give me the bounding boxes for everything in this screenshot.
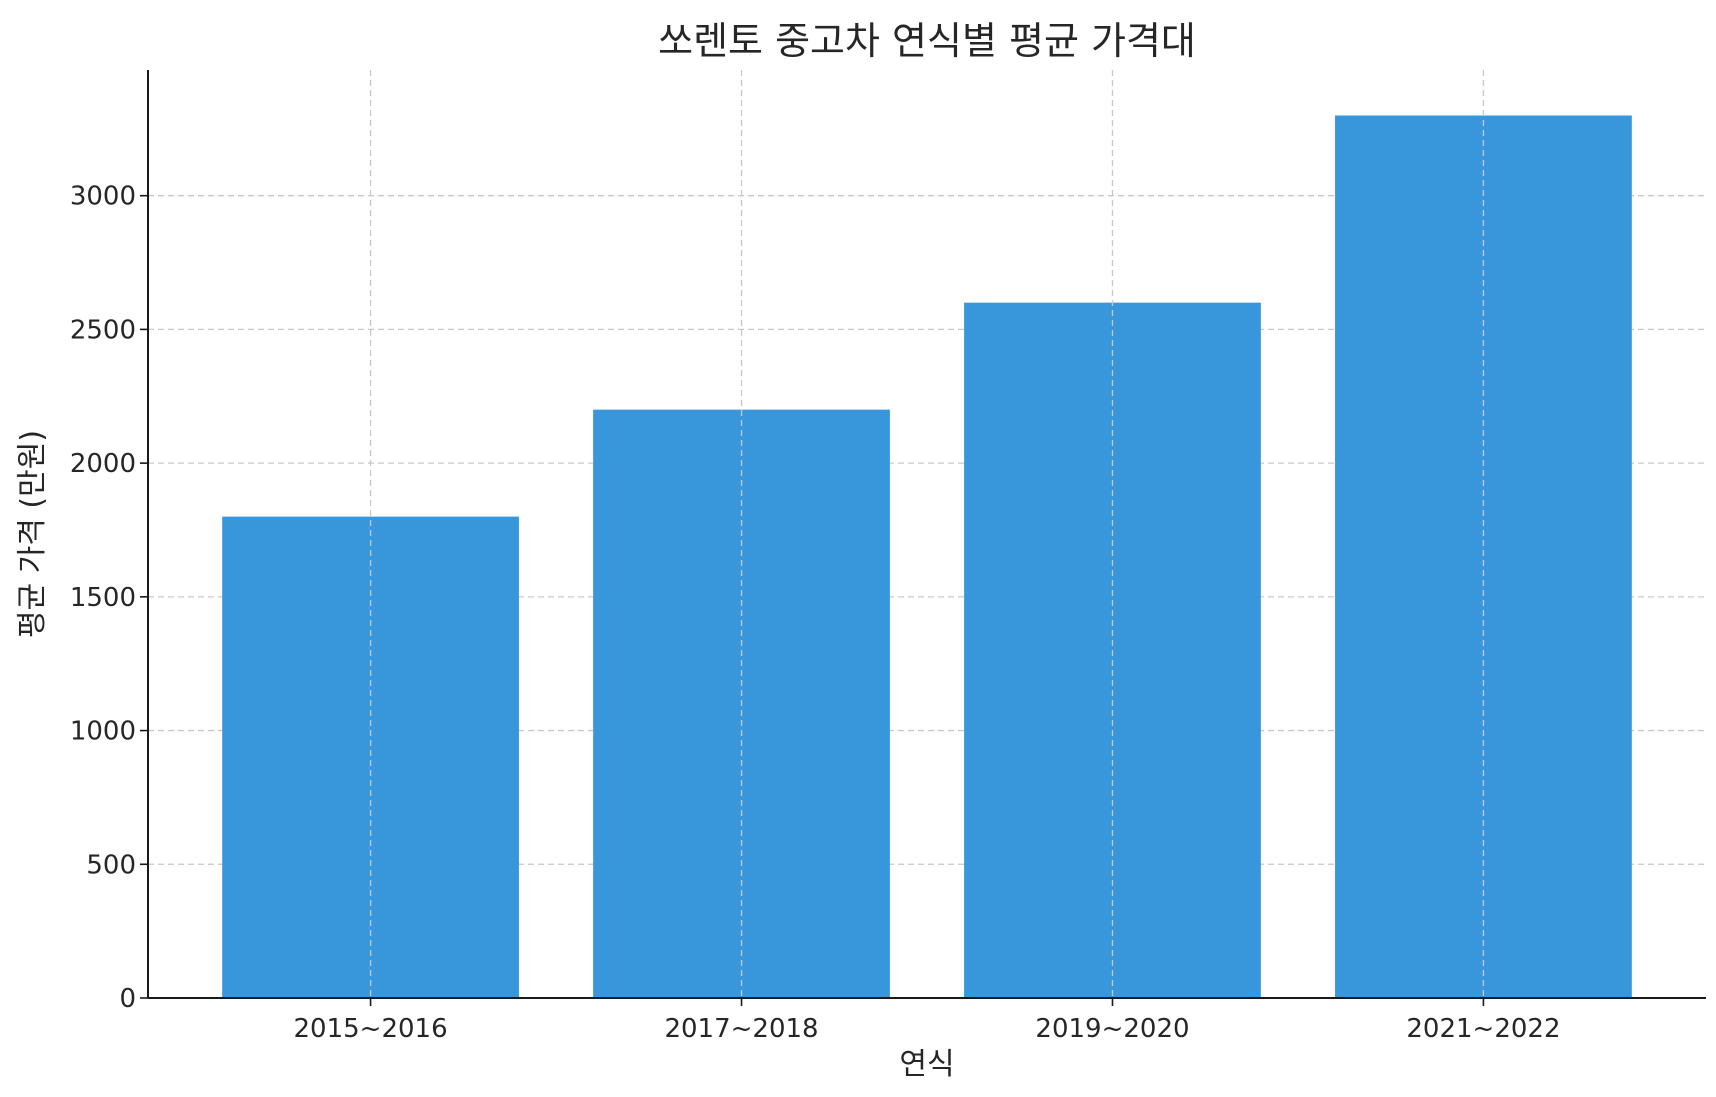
bar-2015~2016 (222, 516, 519, 998)
bars-layer (222, 115, 1632, 998)
y-tick-label: 500 (86, 850, 136, 880)
x-tick-label: 2015~2016 (294, 1014, 448, 1044)
y-tick-label: 2500 (70, 315, 136, 345)
chart-title: 쏘렌토 중고차 연식별 평균 가격대 (658, 19, 1196, 63)
y-tick-label: 3000 (70, 182, 136, 212)
y-tick-label: 1500 (70, 583, 136, 613)
y-tick-label: 0 (119, 984, 136, 1014)
y-ticks: 0 500 1000 1500 2000 2500 3000 (70, 182, 148, 1014)
x-tick-label: 2017~2018 (664, 1014, 818, 1044)
x-tick-label: 2021~2022 (1406, 1014, 1560, 1044)
vgrid-layer (369, 70, 1485, 998)
y-tick-label: 2000 (70, 449, 136, 479)
x-ticks: 2015~2016 2017~2018 2019~2020 2021~2022 (294, 998, 1560, 1044)
y-axis-label: 평균 가격 (만원) (15, 430, 50, 638)
x-axis-label: 연식 (899, 1047, 954, 1082)
y-tick-label: 1000 (70, 717, 136, 747)
x-tick-label: 2019~2020 (1035, 1014, 1189, 1044)
